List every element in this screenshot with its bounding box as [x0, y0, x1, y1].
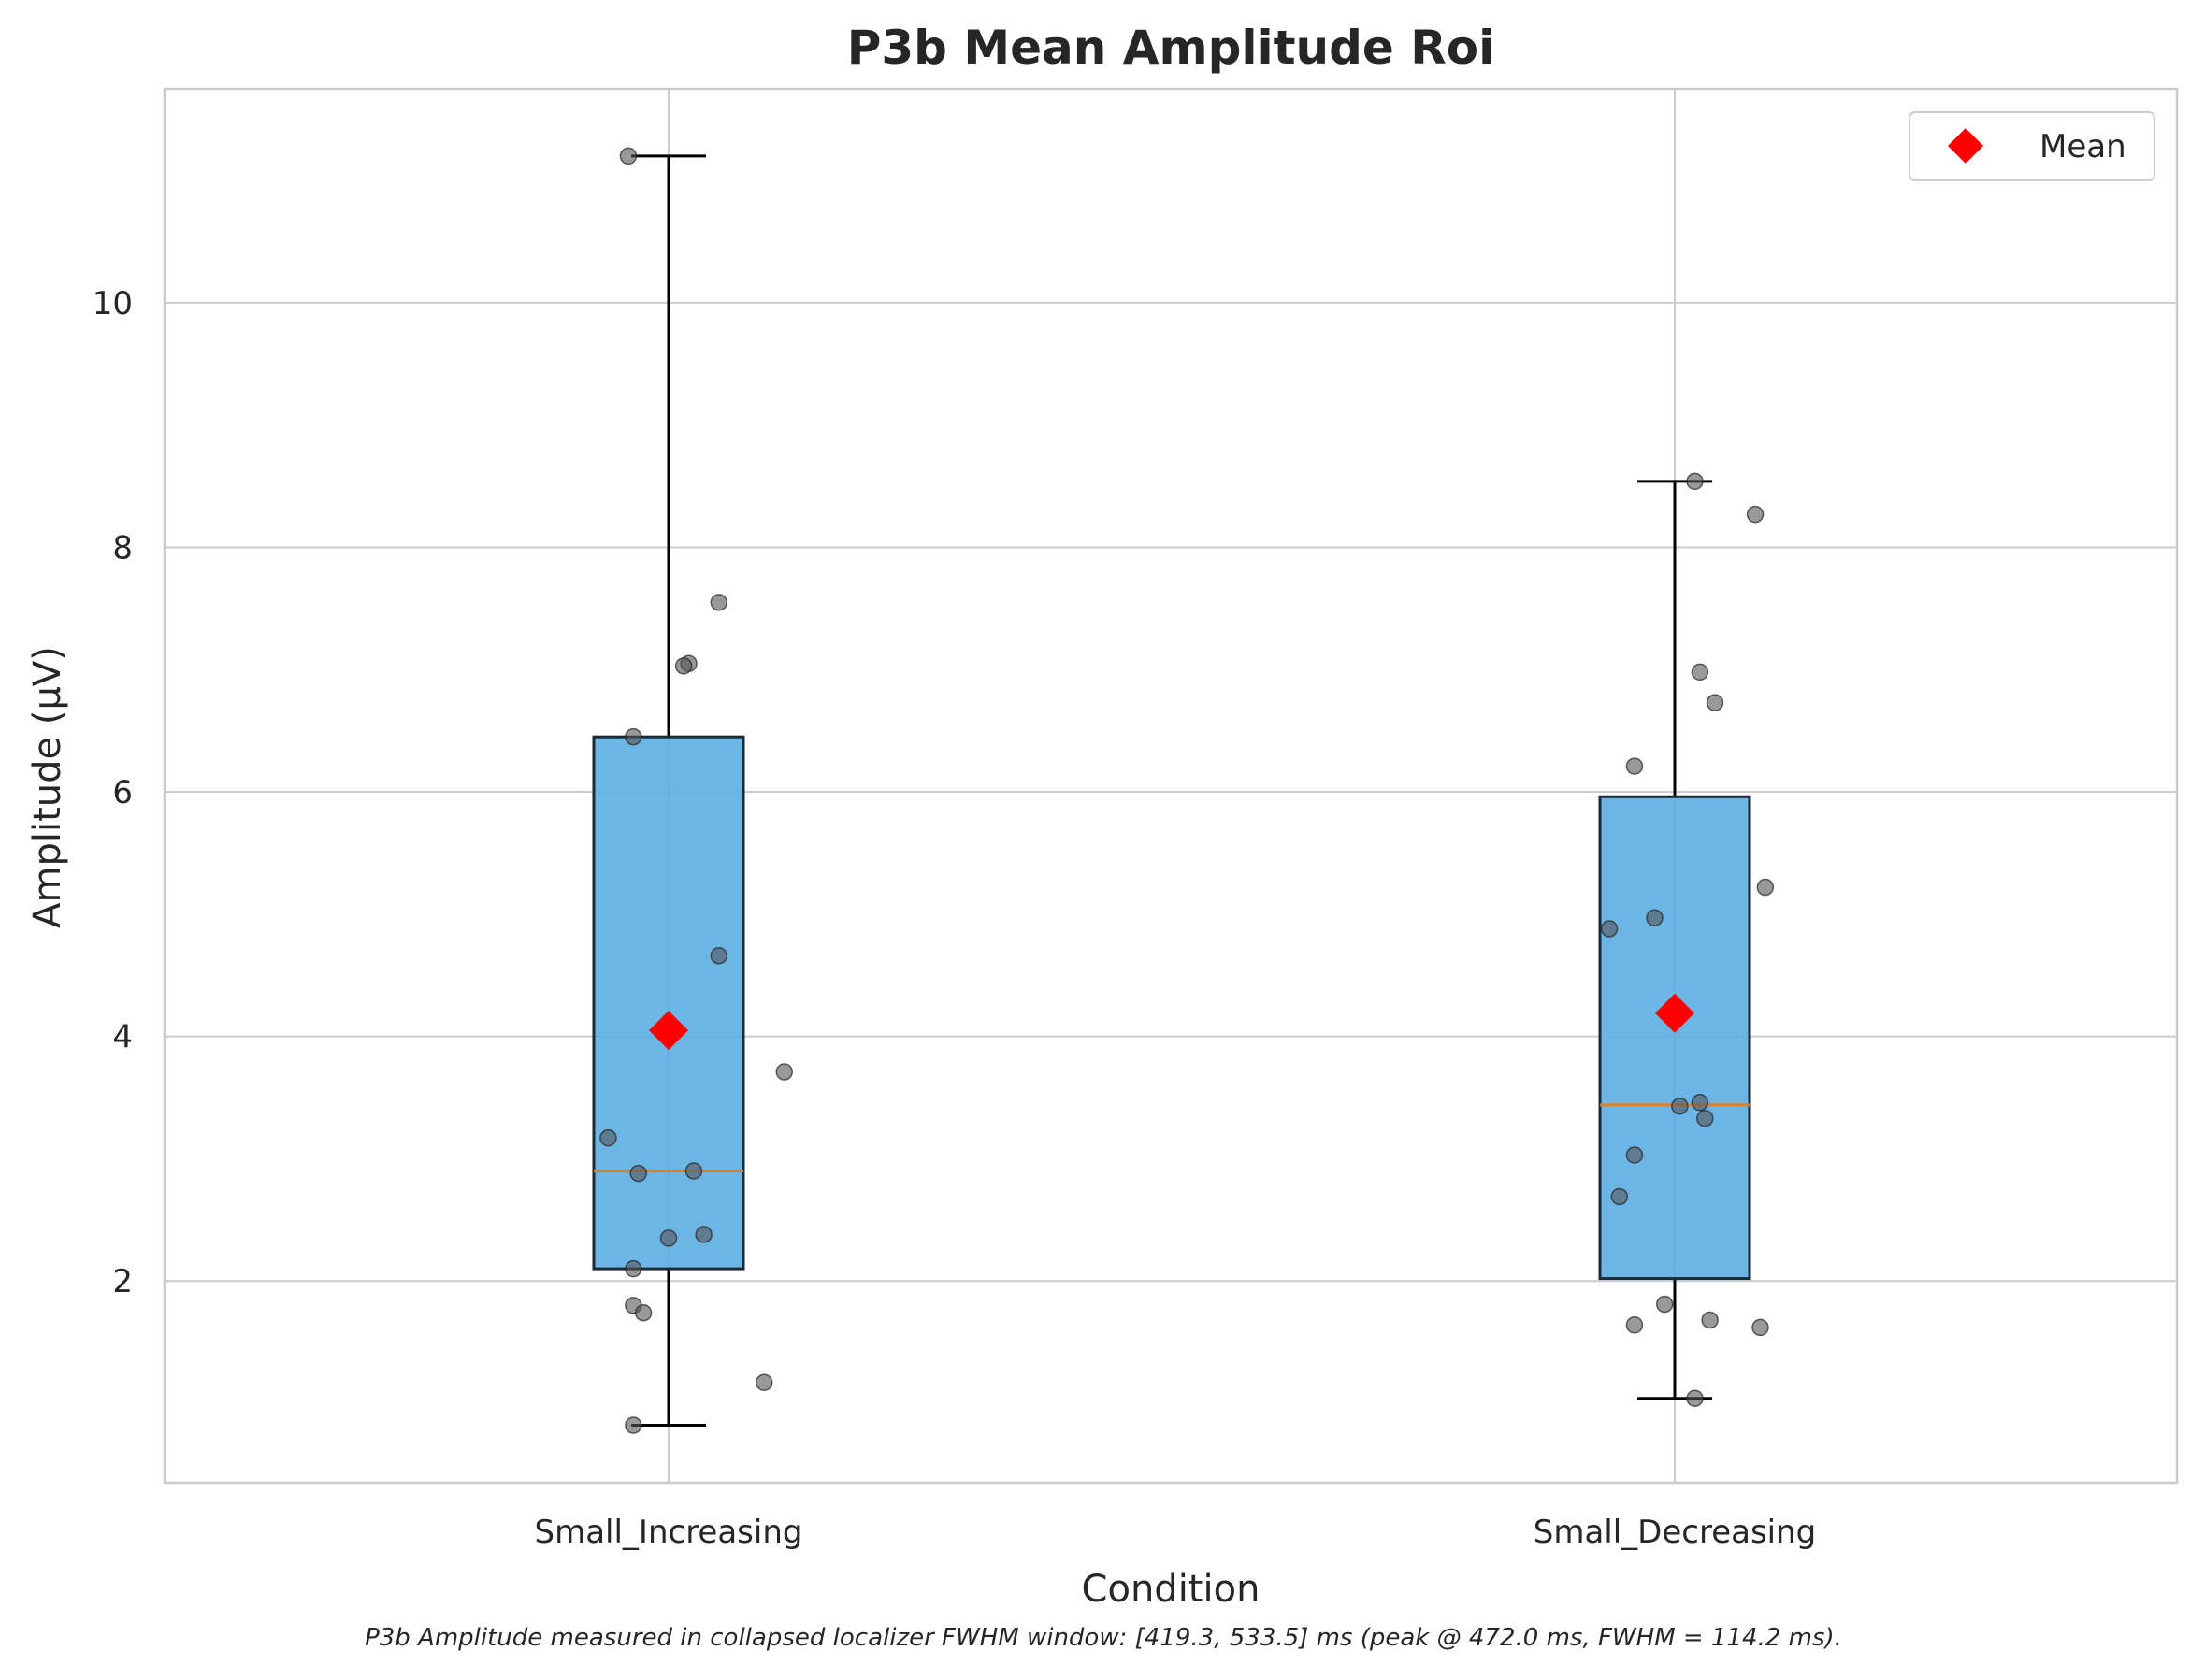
box-2-iqr-box — [1598, 795, 1751, 1281]
box-2-data-point — [1691, 1093, 1709, 1112]
box-2-data-point — [1655, 1295, 1674, 1314]
box-1-data-point — [634, 1303, 653, 1322]
box-1-data-point — [625, 727, 642, 746]
box-2-data-point — [1701, 1311, 1719, 1329]
legend-mean-label: Mean — [2039, 128, 2126, 165]
y-tick-label: 8 — [112, 529, 133, 567]
legend-mean-marker — [1948, 128, 1983, 164]
plot-background — [165, 89, 2177, 1483]
box-1-mean-marker — [649, 1011, 688, 1051]
legend-frame — [1909, 111, 2155, 181]
box-2-data-point — [1691, 663, 1709, 682]
legend: Mean — [1909, 111, 2155, 181]
box-1-data-point — [684, 1162, 703, 1180]
box-1-data-point — [599, 1128, 617, 1147]
box-1-data-point — [619, 147, 638, 165]
x-axis-label: Condition — [1082, 1568, 1260, 1611]
box-1-data-point — [674, 657, 693, 675]
box-1-data-point — [695, 1226, 713, 1243]
box-2-data-point — [1625, 1316, 1644, 1334]
box-2-data-point — [1706, 694, 1724, 711]
x-tick-label: Small_Decreasing — [1534, 1514, 1817, 1551]
chart-title: P3b Mean Amplitude Roi — [847, 21, 1495, 75]
box-2-data-point — [1696, 1109, 1714, 1127]
chart-caption: P3b Amplitude measured in collapsed loca… — [365, 1624, 1842, 1652]
box-1-data-point — [710, 594, 728, 611]
box-1-data-point — [775, 1063, 793, 1081]
box-2-mean-marker — [1655, 993, 1694, 1033]
y-tick-label: 10 — [93, 285, 133, 323]
plot-area: 2 4 6 8 10 Small_Increasing Small_Decreasing — [93, 87, 2179, 1551]
box-2-data-point — [1751, 1318, 1769, 1337]
y-tick-label: 6 — [112, 774, 133, 811]
box-1-data-point — [625, 1416, 642, 1434]
y-tick-label: 2 — [112, 1263, 133, 1300]
box-2-data-point — [1671, 1097, 1689, 1115]
box-2-data-point — [1686, 1389, 1704, 1408]
box-2-data-point — [1646, 909, 1664, 927]
box-1-iqr-box — [592, 735, 745, 1271]
box-1-data-point — [710, 947, 728, 965]
box-2-data-point — [1610, 1187, 1629, 1206]
box-2-data-point — [1625, 757, 1644, 775]
y-axis-label: Amplitude (μV) — [26, 646, 69, 928]
x-tick-label: Small_Increasing — [535, 1514, 803, 1551]
box-2-data-point — [1746, 505, 1765, 524]
box-1-data-point — [625, 1259, 642, 1278]
box-1-data-point — [659, 1229, 678, 1247]
axes-frame — [163, 87, 2179, 1485]
box-2-data-point — [1600, 920, 1619, 938]
y-tick-label: 4 — [112, 1019, 133, 1056]
box-1-data-point — [629, 1164, 647, 1183]
box-2-data-point — [1756, 878, 1775, 897]
box-2-data-point — [1686, 472, 1704, 491]
box-1-data-point — [755, 1373, 773, 1392]
box-2-data-point — [1625, 1146, 1644, 1164]
